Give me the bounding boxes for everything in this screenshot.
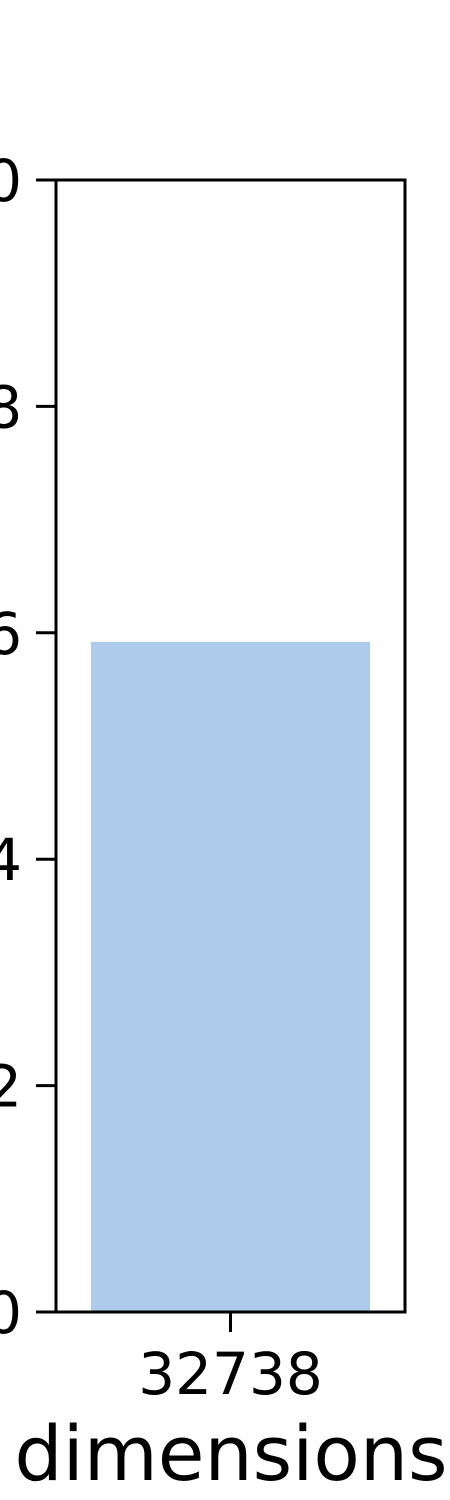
y-tick-label: 0.6	[0, 600, 22, 668]
y-tick-label: 0.0	[0, 1279, 22, 1347]
x-axis-label: dimensions	[14, 1409, 447, 1498]
y-tick-label: 0.4	[0, 826, 22, 894]
plot-frame	[54, 178, 407, 1314]
y-tick-label: 1.0	[0, 147, 22, 215]
bar	[90, 641, 371, 1312]
y-tick-label: 0.8	[0, 373, 22, 441]
x-tick-label: 32738	[138, 1340, 323, 1408]
y-tick-label: 0.2	[0, 1053, 22, 1121]
